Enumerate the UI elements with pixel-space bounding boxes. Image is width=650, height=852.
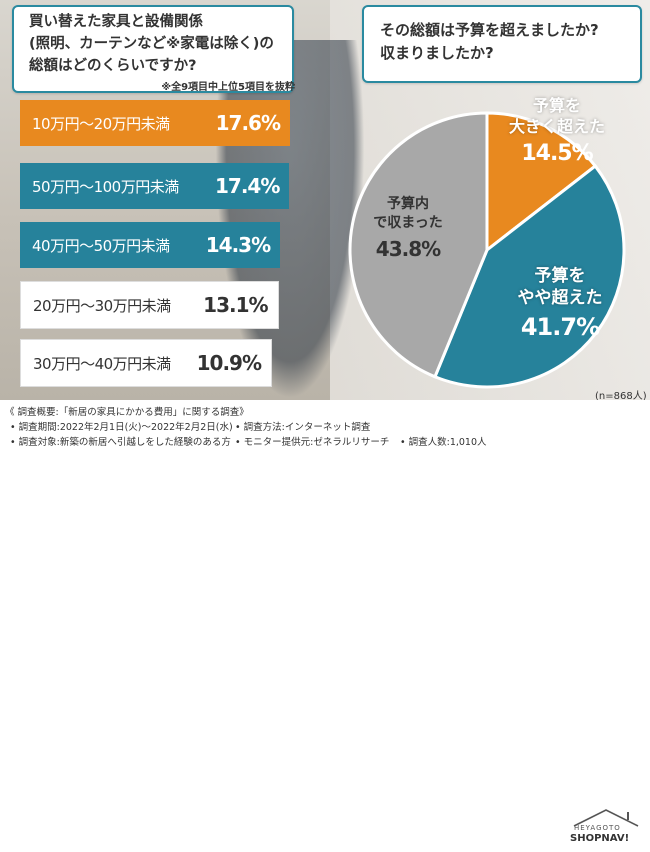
bar-1: 50万円〜100万円未満 17.4% — [20, 163, 290, 209]
pie-slice-2 — [348, 111, 489, 379]
pie-value-2: 43.8% — [375, 237, 441, 261]
pie-value-0: 14.5% — [521, 141, 593, 166]
footer: 《 調査概要:「新居の家具にかかる費用」に関する調査》 • 調査期間:2022年… — [0, 400, 650, 844]
sample-size: (n=868人) — [595, 391, 647, 402]
footer-count: • 調査人数:1,010人 — [400, 437, 487, 448]
pie-category-0: 予算を 大きく超えた — [508, 96, 605, 136]
pie-slice-0 — [485, 111, 598, 254]
bar-label-2: 40万円〜50万円未満 — [32, 236, 170, 255]
bar-value-1: 17.4% — [215, 174, 280, 198]
pie-label-0: 予算を 大きく超えた 14.5% — [487, 95, 627, 166]
bar-4: 30万円〜40万円未満 10.9% — [20, 339, 272, 387]
bar-value-3: 13.1% — [203, 293, 268, 317]
question-left-text: 買い替えた家具と設備関係 (照明、カーテンなど※家電は除く)の 総額はどのくらい… — [29, 14, 274, 74]
question-card-right: その総額は予算を超えましたか? 収まりましたか? — [362, 5, 642, 83]
footer-provider: • モニター提供元:ゼネラルリサーチ — [235, 437, 390, 448]
bar-value-0: 17.6% — [215, 111, 281, 135]
bar-value-4: 10.9% — [196, 351, 262, 375]
question-right-text: その総額は予算を超えましたか? 収まりましたか? — [380, 21, 599, 62]
pie-category-1: 予算を やや超えた — [517, 266, 603, 308]
shopnavi-logo: HEYAGOTO SHOPNAV! — [566, 808, 646, 848]
pie-slice-1 — [433, 163, 626, 389]
bar-0: 10万円〜20万円未満 17.6% — [20, 100, 290, 146]
footer-title: 《 調査概要:「新居の家具にかかる費用」に関する調査》 — [5, 407, 249, 418]
bar-label-4: 30万円〜40万円未満 — [33, 354, 171, 373]
pie-category-2: 予算内 で収まった — [373, 196, 443, 231]
logo-top-text: HEYAGOTO — [574, 824, 621, 832]
footer-method: • 調査方法:インターネット調査 — [235, 422, 371, 433]
pie-label-2: 予算内 で収まった 43.8% — [338, 195, 478, 261]
bar-label-1: 50万円〜100万円未満 — [32, 177, 179, 196]
question-card-left: 買い替えた家具と設備関係 (照明、カーテンなど※家電は除く)の 総額はどのくらい… — [12, 5, 294, 93]
bar-label-0: 10万円〜20万円未満 — [32, 114, 170, 133]
logo-bottom-text: SHOPNAV! — [570, 833, 630, 844]
bar-value-2: 14.3% — [205, 233, 271, 257]
bar-label-3: 20万円〜30万円未満 — [33, 296, 171, 315]
pie-chart — [348, 111, 626, 389]
excerpt-note: ※全9項目中上位5項目を抜粋 — [161, 82, 295, 93]
footer-target: • 調査対象:新築の新居へ引越しをした経験のある方 — [10, 437, 231, 448]
footer-period: • 調査期間:2022年2月1日(火)〜2022年2月2日(水) — [10, 422, 233, 433]
pie-label-1: 予算を やや超えた 41.7% — [490, 265, 630, 341]
bar-3: 20万円〜30万円未満 13.1% — [20, 281, 279, 329]
bar-2: 40万円〜50万円未満 14.3% — [20, 222, 281, 268]
pie-value-1: 41.7% — [520, 313, 600, 341]
